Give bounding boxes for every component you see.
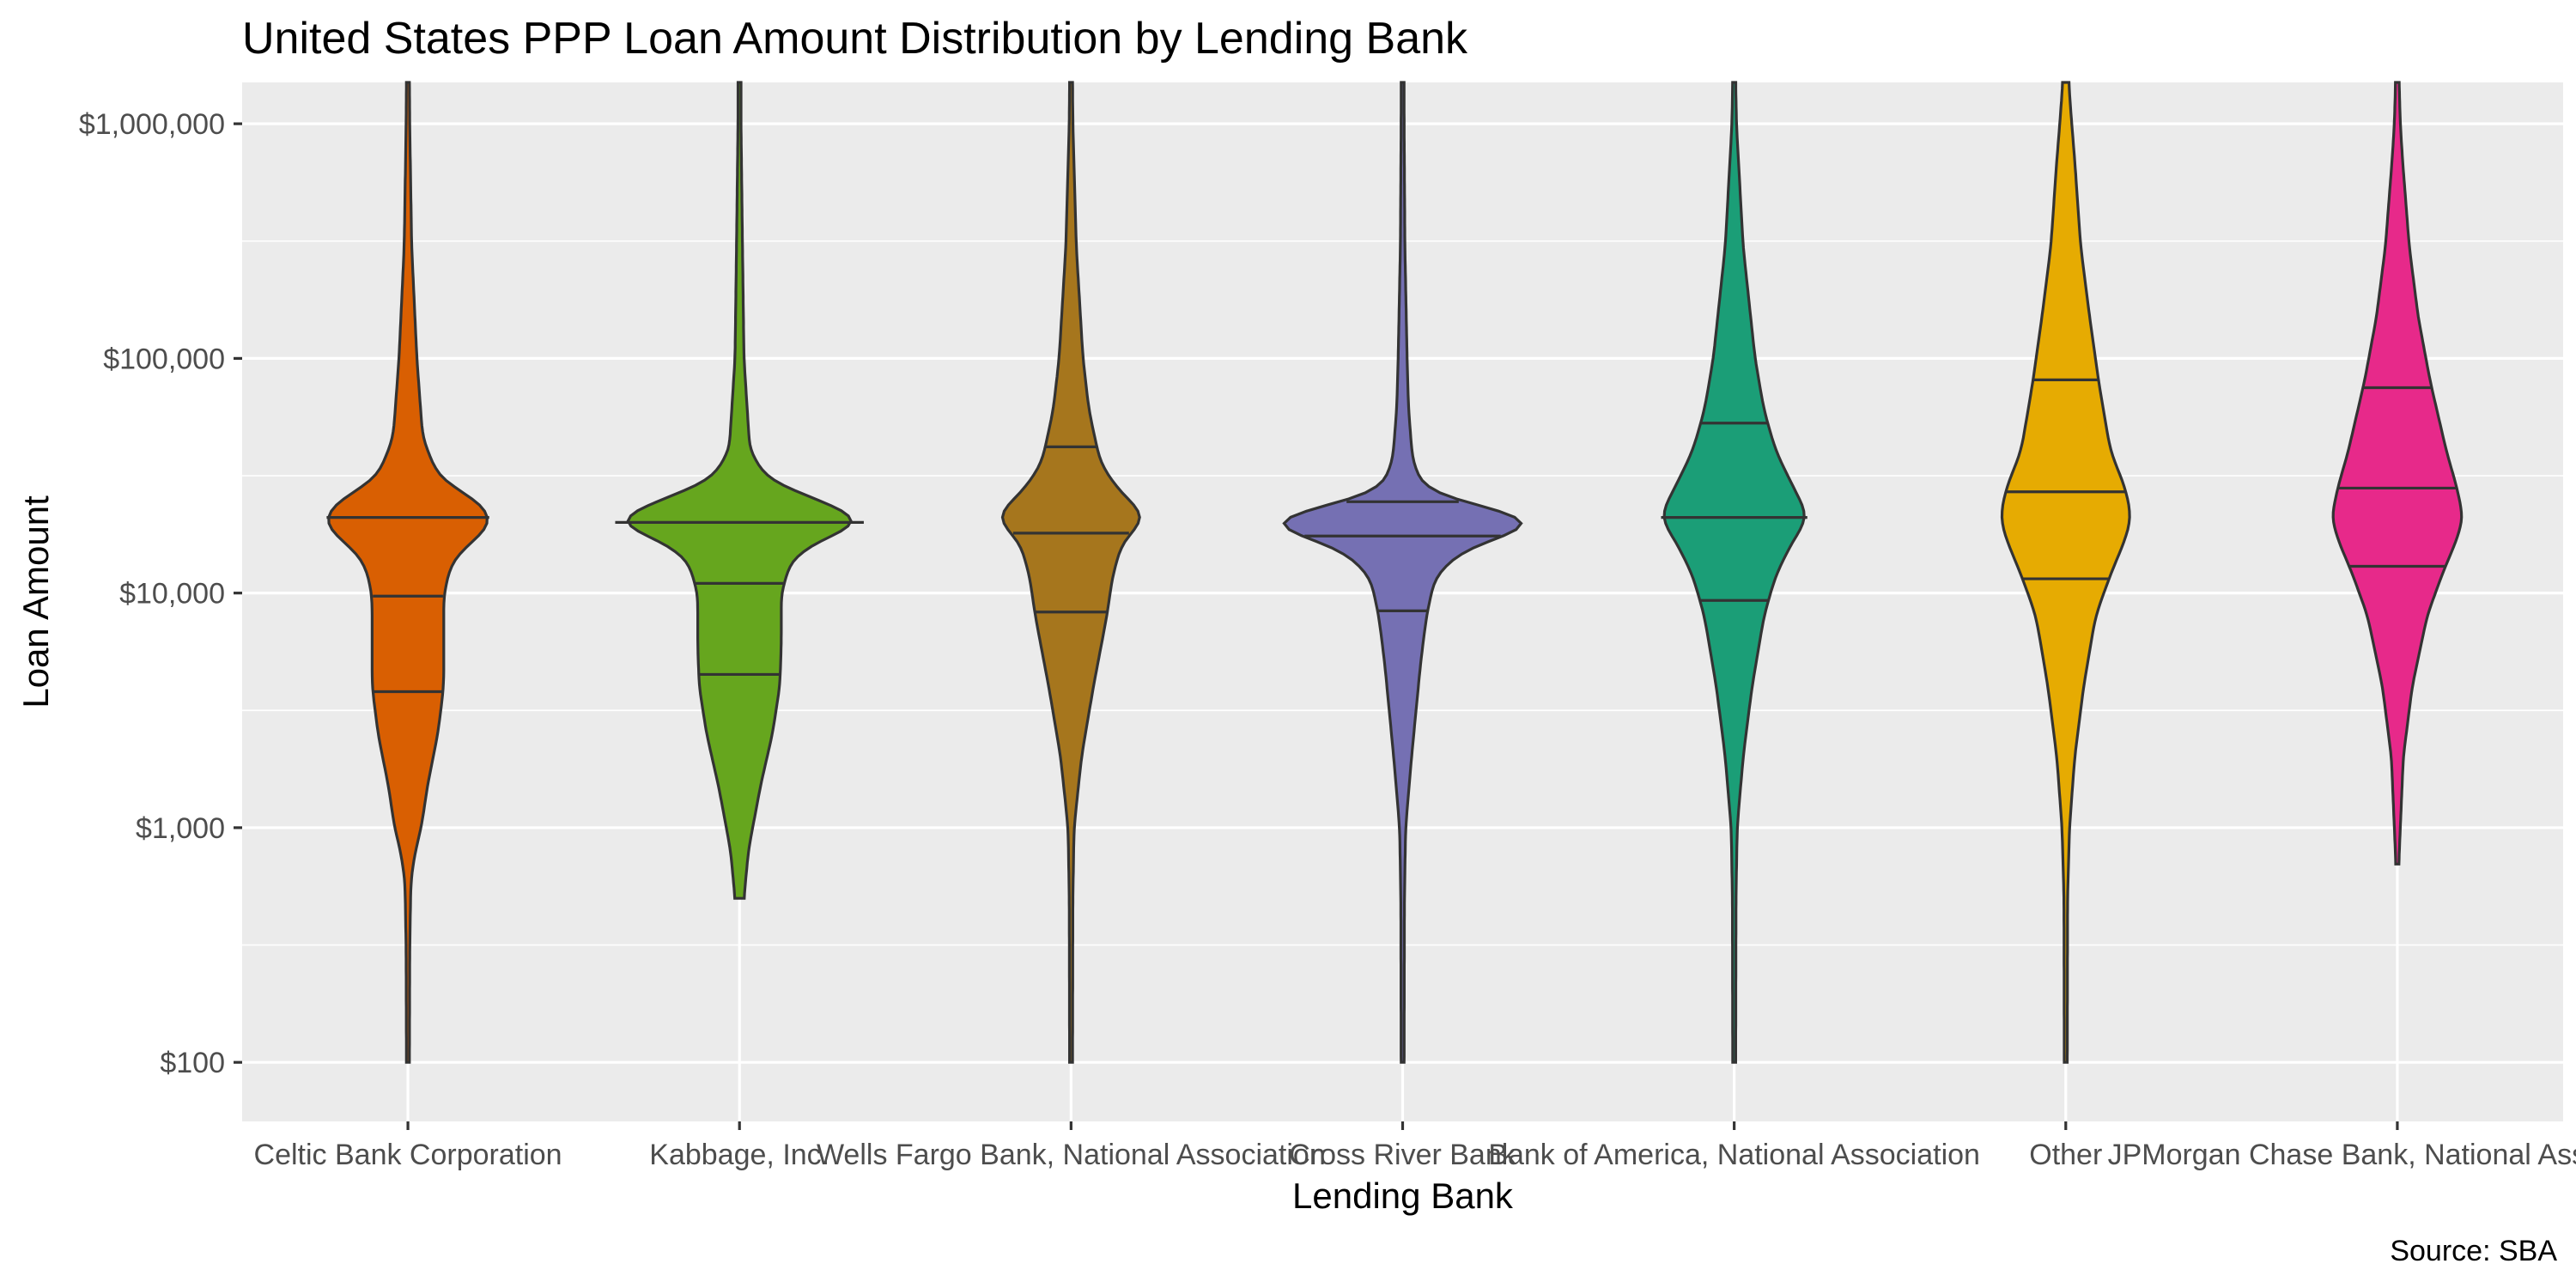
x-tick-label: Cross River Bank (1289, 1139, 1517, 1171)
x-tick-label: Bank of America, National Association (1488, 1139, 1980, 1171)
y-tick-label: $1,000 (136, 812, 225, 845)
axes: $100 $1,000 $10,000 $100,000 $1,000,000 Celti… (79, 108, 2576, 1171)
x-tick-label: Kabbage, Inc. (649, 1139, 829, 1171)
y-tick-label: $100,000 (103, 343, 225, 375)
violin-group (2331, 81, 2464, 866)
x-tick-label: Other (2029, 1139, 2102, 1171)
violin-bank-of-america-national-association (1662, 81, 1806, 1064)
chart-title: United States PPP Loan Amount Distributi… (242, 14, 1468, 64)
y-tick-label: $1,000,000 (79, 108, 225, 141)
violin-wells-fargo-bank-national-association (1000, 81, 1141, 1064)
y-tick-label: $10,000 (119, 578, 225, 611)
x-tick-label: Celtic Bank Corporation (254, 1139, 562, 1171)
violin-jpmorgan-chase-bank-national-association (2331, 81, 2464, 866)
violin-group (1661, 81, 1807, 1064)
violin-kabbage-inc (626, 81, 853, 900)
violins (326, 81, 2464, 1064)
y-axis-title: Loan Amount (15, 495, 56, 708)
violin-cross-river-bank (1282, 81, 1523, 1064)
chart-caption: Source: SBA (2390, 1235, 2557, 1267)
y-tick-label: $100 (160, 1047, 225, 1079)
violin-group (1282, 81, 1523, 1064)
violin-celtic-bank-corporation (327, 81, 489, 1064)
x-tick-label: Wells Fargo Bank, National Association (817, 1139, 1326, 1171)
violin-group (2000, 81, 2131, 1064)
violin-group (615, 81, 864, 900)
violin-group (1000, 81, 1141, 1064)
x-tick-label: JPMorgan Chase Bank, National Associatio… (2108, 1139, 2576, 1171)
violin-group (326, 81, 489, 1064)
violin-other (2000, 81, 2131, 1064)
x-axis-title: Lending Bank (1292, 1176, 1514, 1216)
